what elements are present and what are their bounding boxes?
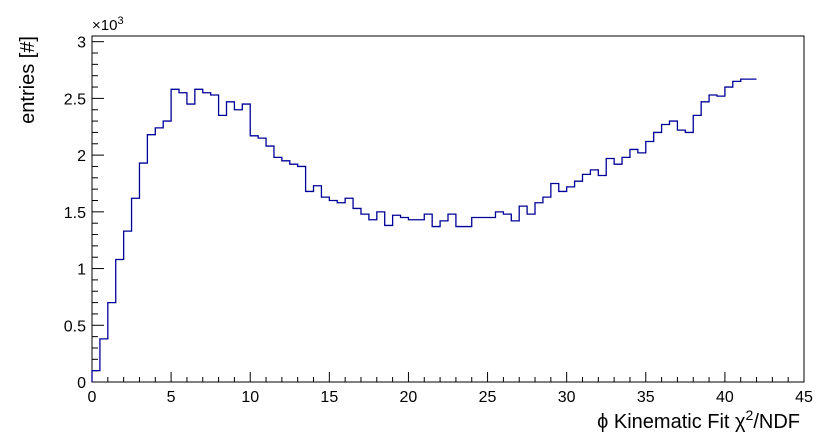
- y-axis-title: entries [#]: [17, 36, 39, 124]
- histogram-line: [91, 78, 757, 382]
- y-tick-label: 2.5: [64, 91, 86, 108]
- axes: 0 5 10 15 20 25 30 35 40 45 0 0.5 1 1.5 2 2.5 3: [64, 35, 813, 406]
- plot-frame: [91, 35, 805, 383]
- y-tick-label: 2: [77, 148, 86, 165]
- x-tick-label: 25: [479, 389, 497, 406]
- y-tick-label: 3: [77, 35, 86, 52]
- x-tick-label: 15: [320, 389, 338, 406]
- histogram-series: [91, 78, 757, 382]
- y-tick-label: 1.5: [64, 205, 86, 222]
- x-tick-label: 10: [241, 389, 259, 406]
- x-tick-label: 20: [400, 389, 418, 406]
- y-tick-label: 1: [77, 262, 86, 279]
- x-axis-title: ϕ Kinematic Fit χ2/NDF: [597, 407, 800, 433]
- y-tick-label: 0.5: [64, 318, 86, 335]
- y-scale-multiplier: ×103: [92, 15, 124, 34]
- x-tick-label: 40: [716, 389, 734, 406]
- x-tick-label: 45: [795, 389, 813, 406]
- x-tick-label: 0: [88, 389, 97, 406]
- x-tick-label: 5: [167, 389, 176, 406]
- x-tick-label: 35: [637, 389, 655, 406]
- x-tick-label: 30: [558, 389, 576, 406]
- y-tick-label: 0: [77, 375, 86, 392]
